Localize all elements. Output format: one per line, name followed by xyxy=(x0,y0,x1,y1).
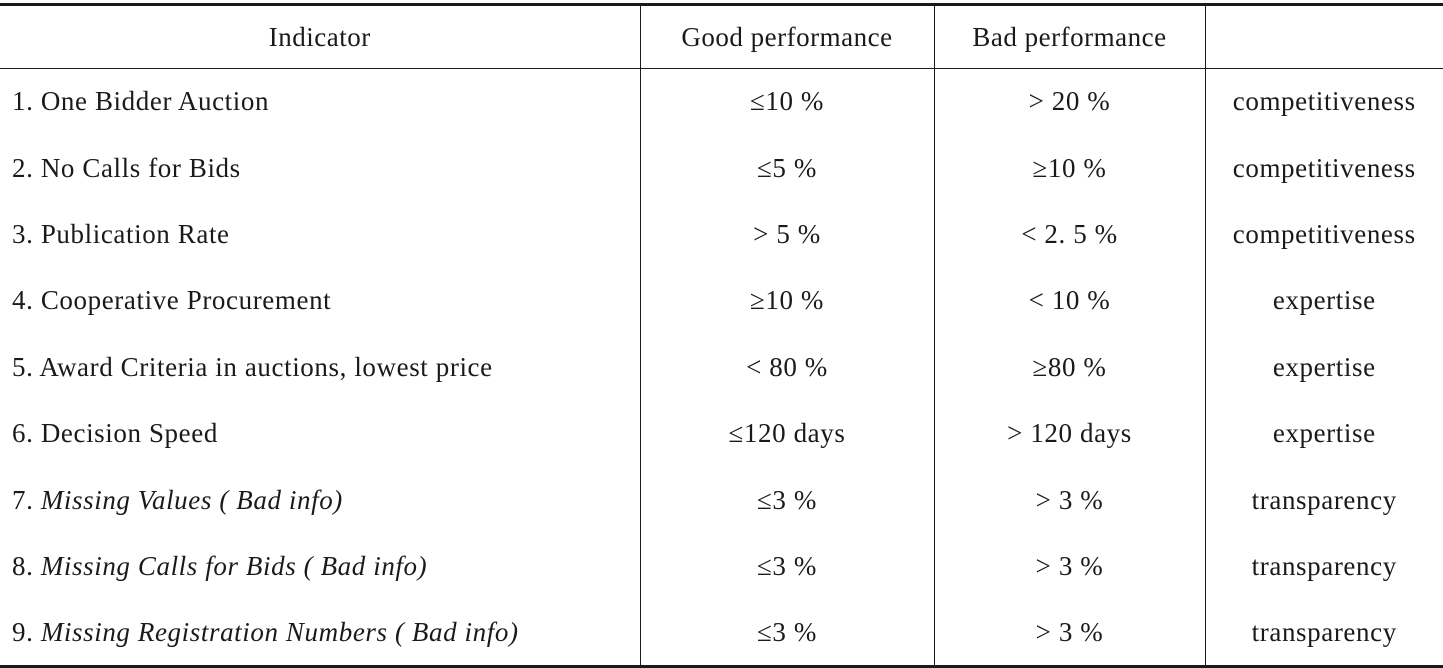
indicator-table: Indicator Good performance Bad performan… xyxy=(0,3,1443,668)
bad-performance-cell: > 20 % xyxy=(934,68,1206,135)
header-good-performance: Good performance xyxy=(640,3,935,69)
indicator-label: Publication Rate xyxy=(40,218,230,249)
indicator-label: One Bidder Auction xyxy=(40,86,270,117)
category-cell: transparency xyxy=(1251,550,1397,581)
indicator-label: Missing Calls for Bids ( Bad info) xyxy=(40,550,428,581)
indicator-cell: 6. Decision Speed xyxy=(0,400,641,467)
table-row: 7. Missing Values ( Bad info) ≤3 % > 3 % tr… xyxy=(0,466,1443,534)
bad-performance-cell: ≥80 % xyxy=(934,334,1206,401)
indicator-number: 9. xyxy=(12,616,34,647)
header-indicator: Indicator xyxy=(0,3,641,69)
indicator-cell: 7. Missing Values ( Bad info) xyxy=(0,466,641,534)
category-cell: competitiveness xyxy=(1232,218,1416,249)
indicator-label: Missing Values ( Bad info) xyxy=(40,484,343,515)
indicator-cell: 5. Award Criteria in auctions, lowest pr… xyxy=(0,334,641,401)
table-row: 3. Publication Rate > 5 % < 2. 5 % competit… xyxy=(0,201,1443,268)
good-performance-cell: ≤3 % xyxy=(640,533,935,600)
indicator-number: 2. xyxy=(12,152,34,183)
indicator-number: 7. xyxy=(12,484,34,515)
category-cell: transparency xyxy=(1251,484,1397,515)
table-row: 2. No Calls for Bids ≤5 % ≥10 % competitive… xyxy=(0,134,1443,202)
indicator-number: 5. xyxy=(12,351,34,382)
indicator-number: 3. xyxy=(12,218,34,249)
table-row: 5. Award Criteria in auctions, lowest pr… xyxy=(0,334,1443,401)
bad-performance-cell: > 3 % xyxy=(934,466,1206,534)
good-performance-cell: ≤5 % xyxy=(640,134,935,202)
indicator-label: Cooperative Procurement xyxy=(40,285,332,316)
table-row: 4. Cooperative Procurement ≥10 % < 10 % exp… xyxy=(0,267,1443,335)
indicator-label: Decision Speed xyxy=(40,418,218,449)
indicator-number: 4. xyxy=(12,285,34,316)
table-row: 1. One Bidder Auction ≤10 % > 20 % competit… xyxy=(0,68,1443,135)
bad-performance-cell: ≥10 % xyxy=(934,134,1206,202)
indicator-label: Missing Registration Numbers ( Bad info) xyxy=(40,616,519,647)
table-row: 6. Decision Speed ≤120 days > 120 days expe… xyxy=(0,400,1443,467)
category-cell: expertise xyxy=(1272,418,1376,449)
indicator-cell: 2. No Calls for Bids xyxy=(0,134,641,202)
good-performance-cell: ≥10 % xyxy=(640,267,935,335)
indicator-cell: 1. One Bidder Auction xyxy=(0,68,641,135)
category-cell: expertise xyxy=(1272,351,1376,382)
bad-performance-cell: > 3 % xyxy=(934,599,1206,668)
good-performance-cell: ≤3 % xyxy=(640,466,935,534)
bad-performance-cell: < 10 % xyxy=(934,267,1206,335)
bad-performance-cell: > 3 % xyxy=(934,533,1206,600)
table-header-row: Indicator Good performance Bad performan… xyxy=(0,3,1443,69)
table-row: 9. Missing Registration Numbers ( Bad in… xyxy=(0,599,1443,668)
indicator-number: 6. xyxy=(12,418,34,449)
bad-performance-cell: > 120 days xyxy=(934,400,1206,467)
category-cell: transparency xyxy=(1205,599,1443,668)
category-cell: competitiveness xyxy=(1232,152,1416,183)
good-performance-cell: ≤10 % xyxy=(640,68,935,135)
indicator-cell: 8. Missing Calls for Bids ( Bad info) xyxy=(0,533,641,600)
category-cell: competitiveness xyxy=(1232,86,1416,117)
indicator-table-container: Indicator Good performance Bad performan… xyxy=(0,3,1443,668)
indicator-label: Award Criteria in auctions, lowest price xyxy=(39,351,493,382)
indicator-cell: 3. Publication Rate xyxy=(0,201,641,268)
table-body: 1. One Bidder Auction ≤10 % > 20 % competit… xyxy=(0,68,1443,668)
bad-performance-cell: < 2. 5 % xyxy=(934,201,1206,268)
category-cell: expertise xyxy=(1272,285,1376,316)
good-performance-cell: ≤3 % xyxy=(640,599,935,668)
good-performance-cell: < 80 % xyxy=(640,334,935,401)
indicator-cell: 9. Missing Registration Numbers ( Bad in… xyxy=(0,599,641,668)
indicator-number: 8. xyxy=(12,550,34,581)
good-performance-cell: > 5 % xyxy=(640,201,935,268)
good-performance-cell: ≤120 days xyxy=(640,400,935,467)
indicator-cell: 4. Cooperative Procurement xyxy=(0,267,641,335)
indicator-number: 1. xyxy=(12,86,34,117)
header-category xyxy=(1205,3,1443,69)
indicator-label: No Calls for Bids xyxy=(40,152,241,183)
table-row: 8. Missing Calls for Bids ( Bad info) ≤3 … xyxy=(0,533,1443,600)
header-bad-performance: Bad performance xyxy=(934,3,1206,69)
